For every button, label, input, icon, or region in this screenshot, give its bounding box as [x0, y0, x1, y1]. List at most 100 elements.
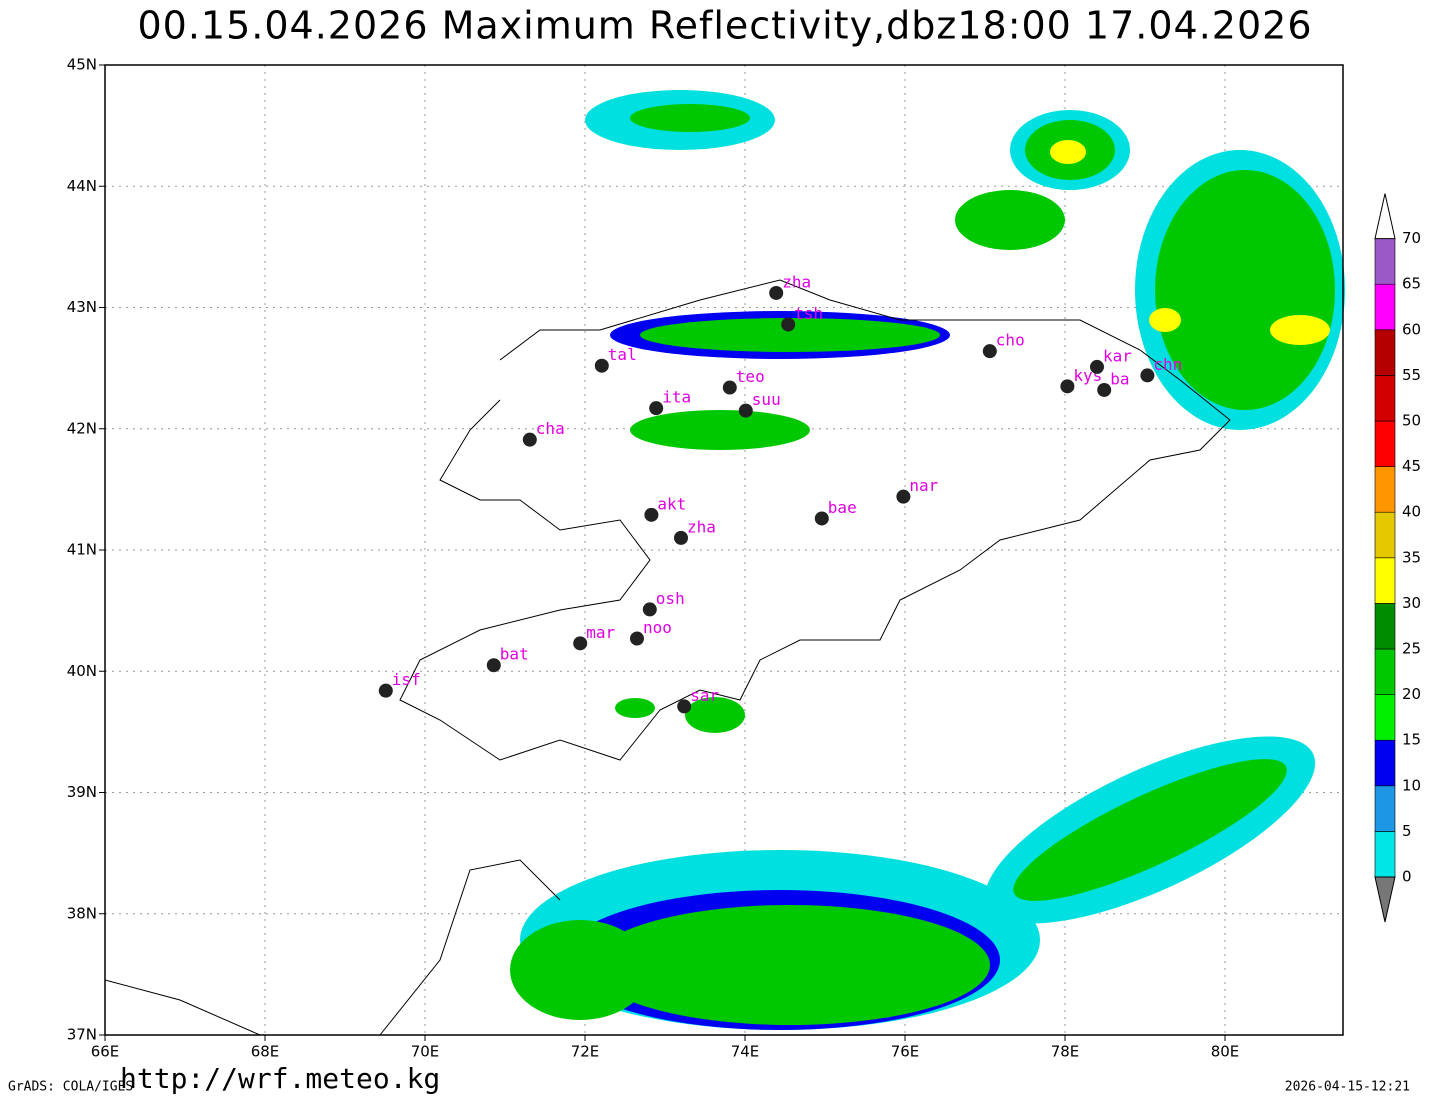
station-label: isf	[392, 670, 421, 689]
station-marker	[781, 317, 796, 332]
echo	[640, 318, 940, 352]
station-label: tsh	[794, 304, 823, 323]
station-marker	[644, 507, 659, 522]
station-marker	[722, 380, 737, 395]
station-label: teo	[736, 367, 765, 386]
colorbar-label: 5	[1402, 822, 1412, 840]
station-label: ba	[1110, 369, 1129, 388]
station-marker	[1090, 359, 1104, 374]
station-label: chn	[1153, 355, 1182, 374]
colorbar-label: 50	[1402, 412, 1421, 430]
echo	[1050, 140, 1086, 164]
country-border	[104, 979, 261, 1036]
station-label: tal	[608, 345, 637, 364]
grid-layer	[104, 64, 1343, 1036]
station-marker	[649, 401, 664, 416]
colorbar-label: 10	[1402, 776, 1421, 794]
x-tick-label: 72E	[571, 1043, 600, 1061]
station-label: kar	[1103, 346, 1132, 365]
colorbar-swatch	[1374, 420, 1396, 467]
station-marker	[486, 658, 501, 673]
echo	[630, 104, 750, 132]
x-tick-label: 74E	[731, 1043, 760, 1061]
station-marker	[1097, 382, 1112, 397]
borders	[104, 279, 1231, 1036]
y-tick-label: 39N	[67, 783, 97, 801]
x-tick-label: 70E	[411, 1043, 440, 1061]
colorbar-swatch	[1374, 831, 1396, 878]
station-label: zha	[687, 517, 716, 536]
station-label: sar	[690, 686, 719, 705]
colorbar-label: 25	[1402, 640, 1421, 658]
footer-right: 2026-04-15-12:21	[1285, 1080, 1410, 1095]
title: 00.15.04.2026 Maximum Reflectivity,dbz18…	[138, 4, 1313, 48]
station-marker	[1060, 379, 1075, 394]
echo	[510, 920, 650, 1020]
colorbar-swatch	[1374, 785, 1396, 832]
station-label: osh	[656, 589, 685, 608]
echo	[615, 698, 655, 718]
station-label: cho	[996, 331, 1025, 350]
station-label: akt	[657, 494, 686, 513]
country-border	[379, 859, 561, 1036]
y-tick-label: 37N	[67, 1026, 97, 1044]
y-tick-label: 38N	[67, 904, 97, 922]
station-marker	[594, 358, 609, 373]
colorbar-swatch	[1374, 329, 1396, 376]
colorbar-label: 15	[1402, 731, 1421, 749]
colorbar-swatch	[1374, 283, 1396, 331]
country-border	[399, 279, 1231, 761]
colorbar-label: 55	[1402, 366, 1421, 384]
echo	[590, 905, 990, 1025]
y-tick-label: 45N	[67, 56, 97, 74]
echo	[1155, 170, 1335, 410]
station-marker	[896, 489, 911, 504]
station-marker	[814, 511, 829, 526]
y-tick-label: 43N	[67, 298, 97, 316]
colorbar: 0 5 10 15 20 25 30 35 40 45 50 55 60 65 70	[1374, 193, 1421, 923]
colorbar-top-arrow	[1374, 193, 1396, 240]
colorbar-swatch	[1374, 375, 1396, 422]
colorbar-bottom-arrow	[1374, 876, 1396, 923]
x-tick-label: 66E	[91, 1043, 120, 1061]
colorbar-swatch	[1374, 694, 1396, 741]
echo	[1149, 308, 1181, 332]
colorbar-swatch	[1374, 557, 1396, 604]
colorbar-label: 45	[1402, 457, 1421, 475]
station-marker	[642, 602, 657, 617]
y-tick-label: 42N	[67, 419, 97, 437]
echo	[1270, 315, 1330, 345]
station-marker	[738, 403, 753, 418]
echo	[685, 697, 745, 733]
footer-url: http://wrf.meteo.kg	[120, 1062, 440, 1095]
station-label: noo	[643, 618, 672, 637]
echo	[630, 410, 810, 450]
colorbar-label: 40	[1402, 503, 1421, 521]
colorbar-label: 0	[1402, 868, 1412, 886]
colorbar-swatch	[1374, 511, 1396, 559]
colorbar-label: 30	[1402, 594, 1421, 612]
footer-left: GrADS: COLA/IGES	[8, 1080, 133, 1095]
station-marker	[677, 699, 692, 714]
station-label: cha	[536, 419, 565, 438]
y-tick-label: 40N	[67, 662, 97, 680]
colorbar-swatch	[1374, 739, 1396, 787]
x-tick-label: 78E	[1051, 1043, 1080, 1061]
echo	[1013, 759, 1287, 901]
colorbar-label: 60	[1402, 320, 1421, 338]
station-marker	[1140, 368, 1155, 383]
station-marker	[674, 530, 688, 545]
station-marker	[378, 683, 393, 698]
station-label: nar	[909, 476, 938, 495]
station-label: bae	[828, 498, 857, 517]
station-label: mar	[586, 623, 615, 642]
colorbar-label: 70	[1402, 229, 1421, 247]
x-tick-label: 76E	[891, 1043, 920, 1061]
colorbar-swatch	[1374, 466, 1396, 513]
y-tick-label: 41N	[67, 541, 97, 559]
reflectivity-field	[510, 90, 1345, 1030]
station-marker	[982, 344, 997, 359]
colorbar-label: 65	[1402, 275, 1421, 293]
x-tick-label: 68E	[251, 1043, 280, 1061]
